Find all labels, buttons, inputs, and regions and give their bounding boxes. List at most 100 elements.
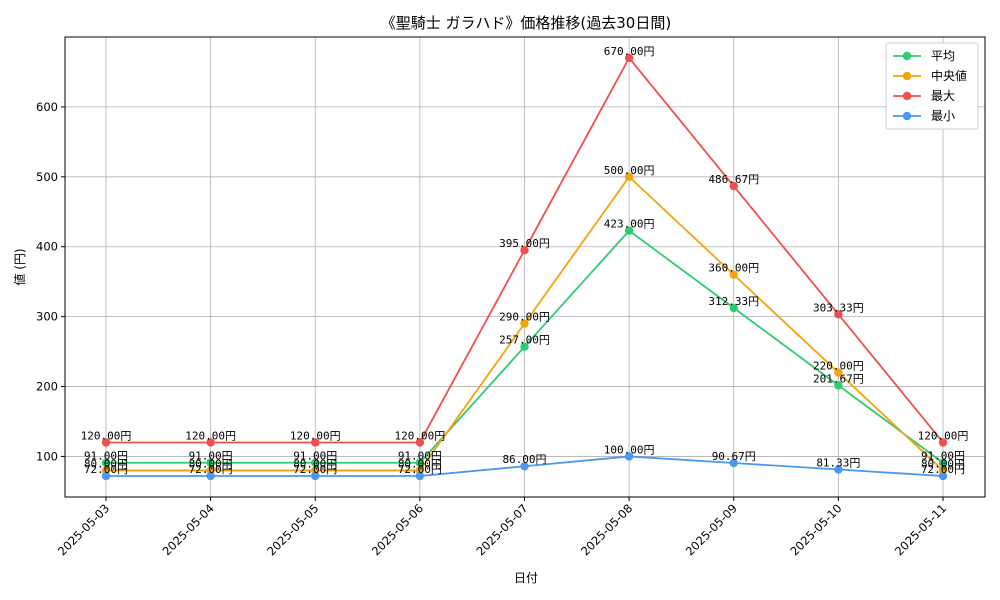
data-label: 80.00円 xyxy=(293,457,337,470)
plot-frame xyxy=(64,36,986,498)
legend-box xyxy=(885,42,979,130)
data-label: 120.00円 xyxy=(918,429,969,442)
data-point xyxy=(311,471,320,481)
data-label: 395.00円 xyxy=(499,237,550,250)
y-tick-label: 300 xyxy=(36,310,58,324)
x-axis-label: 日付 xyxy=(514,571,538,585)
grid xyxy=(65,37,985,497)
data-point xyxy=(729,181,738,191)
data-point xyxy=(624,452,634,461)
data-point xyxy=(834,381,843,390)
legend-label: 中央値 xyxy=(931,68,967,83)
data-label: 80.00円 xyxy=(189,457,233,470)
data-label: 91.00円 xyxy=(293,450,337,463)
data-labels: 91.00円 91.00円 91.00円 91.00円 257.00円 423.00円 31… xyxy=(81,45,969,476)
data-label: 120.00円 xyxy=(290,429,341,442)
data-point xyxy=(938,471,948,481)
data-label: 220.00円 xyxy=(813,360,864,373)
axis-ticks: 2025-05-03 2025-05-04 2025-05-05 2025-05-06… xyxy=(36,100,949,558)
data-point xyxy=(520,319,529,328)
data-label: 91.00円 xyxy=(921,450,965,463)
y-tick-label: 100 xyxy=(36,449,58,463)
data-label: 360.00円 xyxy=(708,262,759,275)
x-tick-label: 2025-05-06 xyxy=(369,501,426,558)
x-tick-label: 2025-05-10 xyxy=(787,501,844,558)
data-point xyxy=(834,310,843,319)
legend-label: 最小 xyxy=(931,109,955,123)
data-point xyxy=(311,438,320,447)
series-lines xyxy=(101,53,948,481)
data-point xyxy=(729,270,738,279)
data-point xyxy=(520,342,529,351)
data-label: 201.67円 xyxy=(813,372,864,385)
data-label: 91.00円 xyxy=(189,450,233,463)
x-tick-label: 2025-05-04 xyxy=(160,501,217,558)
data-point xyxy=(206,438,215,447)
chart-title: 《聖騎士 ガラハド》価格推移(過去30日間) xyxy=(381,14,671,32)
data-label: 290.00円 xyxy=(499,311,550,324)
legend-swatch-marker xyxy=(902,51,912,61)
data-label: 423.00円 xyxy=(604,218,655,231)
data-point xyxy=(206,471,215,481)
x-tick-label: 2025-05-07 xyxy=(473,501,530,558)
data-label: 72.00円 xyxy=(921,463,965,476)
data-point xyxy=(520,246,529,255)
data-point xyxy=(834,368,843,377)
data-label: 72.00円 xyxy=(398,463,442,476)
data-label: 91.00円 xyxy=(84,450,128,463)
data-point xyxy=(415,458,425,467)
data-point xyxy=(834,465,843,474)
y-tick-label: 400 xyxy=(36,240,58,254)
y-tick-label: 200 xyxy=(36,380,58,394)
data-label: 86.00円 xyxy=(502,453,546,466)
data-label: 80.00円 xyxy=(921,457,965,470)
data-label: 100.00円 xyxy=(604,443,655,456)
data-point xyxy=(415,438,425,447)
y-tick-label: 500 xyxy=(36,170,58,184)
x-tick-label: 2025-05-03 xyxy=(55,501,112,558)
data-label: 72.00円 xyxy=(84,463,128,476)
data-point xyxy=(938,458,948,467)
data-label: 80.00円 xyxy=(84,457,128,470)
data-label: 670.00円 xyxy=(604,45,655,58)
data-label: 486.67円 xyxy=(708,173,759,186)
legend-swatch-marker xyxy=(902,71,912,81)
data-label: 91.00円 xyxy=(398,450,442,463)
y-axis-label: 値 (円) xyxy=(12,248,27,285)
x-tick-label: 2025-05-09 xyxy=(683,501,740,558)
data-label: 80.00円 xyxy=(398,457,442,470)
legend-label: 平均 xyxy=(931,49,955,63)
data-label: 81.33円 xyxy=(816,457,860,470)
data-point xyxy=(311,458,320,467)
x-tick-label: 2025-05-08 xyxy=(578,501,635,558)
data-point xyxy=(520,462,529,471)
legend-swatch-marker xyxy=(902,111,912,121)
data-point xyxy=(729,458,738,468)
data-point xyxy=(624,226,634,235)
data-point xyxy=(415,471,425,481)
data-point xyxy=(101,471,111,481)
data-label: 312.33円 xyxy=(708,295,759,308)
data-label: 120.00円 xyxy=(81,429,132,442)
data-point xyxy=(938,438,948,447)
data-point xyxy=(101,458,111,467)
y-tick-label: 600 xyxy=(36,100,58,114)
data-label: 72.00円 xyxy=(293,463,337,476)
x-tick-label: 2025-05-05 xyxy=(264,501,321,558)
data-point xyxy=(624,172,634,182)
data-label: 257.00円 xyxy=(499,334,550,347)
data-label: 303.33円 xyxy=(813,301,864,314)
data-label: 120.00円 xyxy=(185,429,236,442)
data-label: 72.00円 xyxy=(189,463,233,476)
data-point xyxy=(206,458,215,467)
data-point xyxy=(624,53,634,63)
x-tick-label: 2025-05-11 xyxy=(892,501,949,558)
legend-label: 最大 xyxy=(931,89,955,103)
legend-swatch-marker xyxy=(902,91,912,101)
data-label: 90.67円 xyxy=(712,450,756,463)
data-label: 120.00円 xyxy=(395,429,446,442)
data-label: 500.00円 xyxy=(604,164,655,177)
data-point xyxy=(729,303,738,313)
